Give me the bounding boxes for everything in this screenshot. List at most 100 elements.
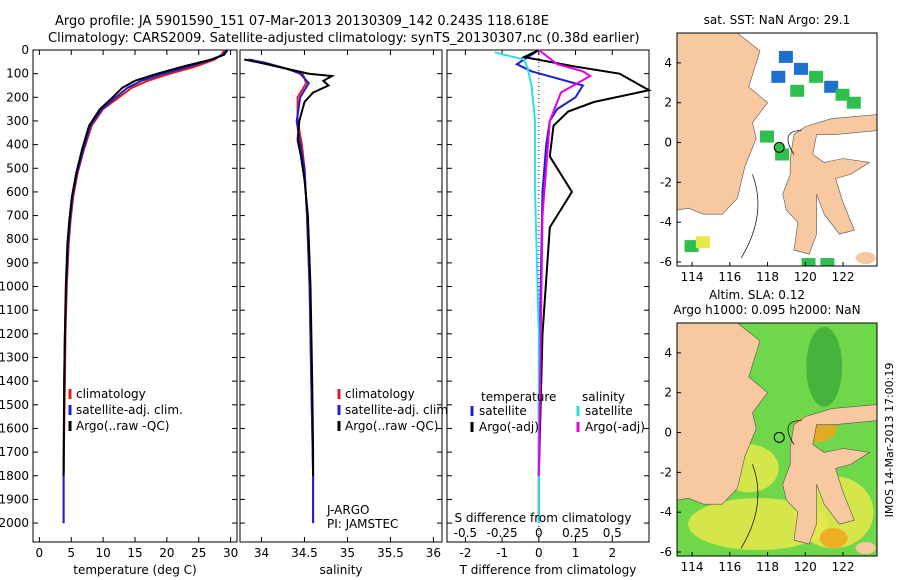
x-tick-label: -1 — [496, 546, 508, 560]
y-tick-label: -2 — [660, 175, 672, 189]
y-tick-label: 2 — [664, 96, 672, 110]
land-borneo — [677, 33, 769, 215]
legend-label: satellite — [585, 404, 633, 418]
legend-label: satellite — [479, 404, 527, 418]
y-tick-label: 0 — [664, 426, 672, 440]
legend-label: satellite-adj. clim. — [345, 403, 452, 417]
sst-cell — [820, 258, 835, 266]
x-tick-label: 0 — [36, 546, 44, 560]
annotation-line: J-ARGO — [326, 503, 369, 517]
salinity-panel: 34 34.5 35 35.5 36 salinity climatology satelli… — [239, 49, 452, 577]
y-tick-label: -4 — [660, 505, 672, 519]
map-title-line1: Altim. SLA: 0.12 — [709, 288, 805, 302]
sst-cell — [790, 84, 805, 97]
y-tick-label: 1300 — [0, 351, 29, 365]
sst-cell — [778, 50, 793, 63]
map-content — [677, 323, 877, 556]
x-tick-label-top: 0.25 — [562, 526, 589, 540]
x-tick-label: 30 — [223, 546, 238, 560]
map-frame — [676, 32, 878, 267]
y-tick-label: 800 — [6, 232, 29, 246]
sla-field-patch — [806, 326, 843, 407]
x-tick-label: 118 — [756, 270, 779, 284]
sst-cell — [793, 62, 808, 75]
y-tick-label: -2 — [660, 465, 672, 479]
legend-label: climatology — [76, 387, 146, 401]
sst-cell — [824, 80, 839, 93]
imos-timestamp: IMOS 14-Mar-2013 17:00:19 — [883, 363, 896, 518]
x-tick-label: 122 — [832, 270, 855, 284]
series-line-argo--adj- — [520, 49, 652, 476]
map-title: sat. SST: NaN Argo: 29.1 — [704, 13, 851, 27]
x-tick-label: 120 — [794, 270, 817, 284]
map-frame — [676, 322, 878, 557]
temperature-panel: 0 5 10 15 20 25 300100200300400500600700800900… — [0, 43, 238, 577]
sst-cell — [760, 130, 775, 143]
series-line-argo---raw--qc- — [62, 49, 229, 476]
land-borneo — [677, 323, 769, 505]
sst-cell — [695, 236, 710, 249]
sst-cell — [846, 96, 861, 109]
argo-position-marker — [773, 431, 785, 443]
x-tick-label: 20 — [159, 546, 174, 560]
x-tick-label: 34.5 — [291, 546, 318, 560]
y-tick-label: -6 — [660, 255, 672, 269]
x-tick-label: 36 — [426, 546, 441, 560]
plot-frame — [446, 49, 650, 543]
y-tick-label: 2000 — [0, 516, 29, 530]
series-line-satellite — [494, 51, 540, 524]
legend-label: Argo(-adj) — [479, 420, 539, 434]
map-title-line2: Argo h1000: 0.095 h2000: NaN — [673, 303, 860, 317]
x-tick-label: 2 — [608, 546, 616, 560]
y-tick-label: 4 — [664, 346, 672, 360]
sla-field-patch — [819, 528, 848, 549]
sst-cell — [801, 258, 816, 266]
x-tick-label: 0 — [535, 546, 543, 560]
y-tick-label: 400 — [6, 138, 29, 152]
sst-cell — [809, 70, 824, 83]
land-sulawesi — [782, 404, 877, 545]
x-tick-label-top: -0.25 — [487, 526, 518, 540]
x-tick-label-top: 0 — [535, 526, 543, 540]
argo-position-marker — [773, 141, 785, 153]
land-sulawesi — [782, 114, 877, 255]
x-tick-label: 1 — [572, 546, 580, 560]
depth-contour — [740, 174, 759, 259]
x-axis-label-top: S difference from climatology — [455, 511, 632, 525]
y-tick-label: 1100 — [0, 303, 29, 317]
y-tick-label: 1800 — [0, 469, 29, 483]
x-tick-label: 122 — [832, 560, 855, 574]
legend-title: salinity — [582, 390, 625, 404]
legend-label: Argo(-adj) — [585, 420, 645, 434]
y-tick-label: 300 — [6, 114, 29, 128]
annotation-line: PI: JAMSTEC — [327, 517, 398, 531]
x-tick-label: 114 — [681, 560, 704, 574]
sla-field-patch — [688, 498, 829, 551]
sla-map-panel: 114 116 118 120 122 4 2 0 -2 -4 -6 Altim. SLA: 0.12… — [660, 288, 878, 574]
depth-contour — [740, 464, 759, 549]
legend-label: satellite-adj. clim. — [76, 403, 183, 417]
y-tick-label: 100 — [6, 67, 29, 81]
x-tick-label-top: -0.5 — [454, 526, 477, 540]
y-tick-label: 0 — [21, 43, 29, 57]
x-tick-label: 116 — [718, 560, 741, 574]
x-tick-label: 114 — [681, 270, 704, 284]
y-tick-label: 1400 — [0, 374, 29, 388]
y-tick-label: 4 — [664, 56, 672, 70]
y-tick-label: 900 — [6, 256, 29, 270]
x-tick-label-top: 0.5 — [603, 526, 622, 540]
y-tick-label: 1500 — [0, 398, 29, 412]
x-tick-label: 15 — [127, 546, 142, 560]
x-tick-label: 118 — [756, 560, 779, 574]
x-tick-label: 10 — [95, 546, 110, 560]
y-tick-label: 2 — [664, 386, 672, 400]
y-tick-label: -6 — [660, 545, 672, 559]
land-islet — [855, 542, 876, 555]
legend-label: Argo(..raw -QC) — [345, 419, 438, 433]
legend-label: Argo(..raw -QC) — [76, 419, 169, 433]
y-tick-label: 1900 — [0, 492, 29, 506]
y-tick-label: 600 — [6, 185, 29, 199]
y-tick-label: 500 — [6, 161, 29, 175]
x-axis-label: temperature (deg C) — [73, 563, 196, 577]
